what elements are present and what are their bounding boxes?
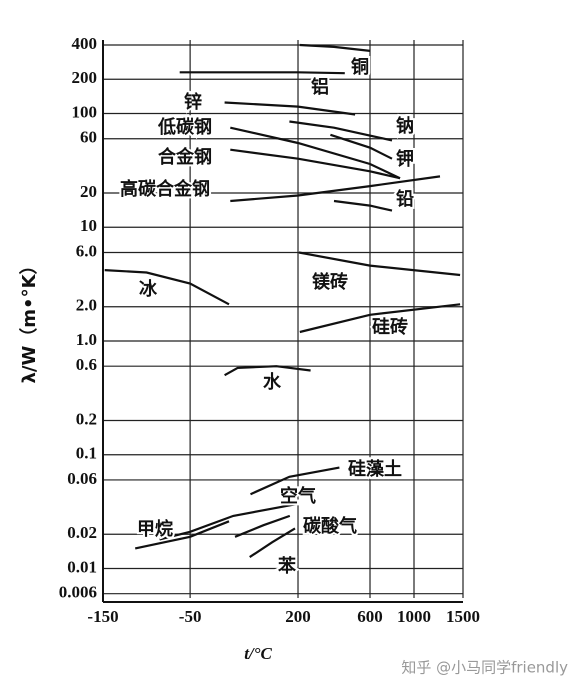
y-tick-label: 0.02 <box>67 523 97 542</box>
line <box>104 269 230 306</box>
series-label: 硅藻土 <box>348 458 402 480</box>
line <box>230 126 401 180</box>
line <box>289 120 393 142</box>
x-tick-label: 600 <box>357 607 383 626</box>
line <box>299 43 371 52</box>
series-label: 钠 <box>396 116 414 137</box>
series-label: 空气 <box>280 485 316 507</box>
series-label: 苯 <box>277 555 297 577</box>
series-label: 碳酸气 <box>303 515 357 537</box>
y-tick-label: 400 <box>72 34 98 53</box>
y-tick-label: 10 <box>80 216 97 235</box>
y-tick-label: 0.6 <box>76 355 97 374</box>
x-tick-label: 200 <box>285 607 311 626</box>
y-tick-label: 1.0 <box>76 330 97 349</box>
series-label: 冰 <box>139 278 158 300</box>
y-tick-label: 2.0 <box>76 296 97 315</box>
series-label: 硅砖 <box>372 316 408 338</box>
y-tick-label: 0.2 <box>76 409 97 428</box>
x-axis-label: t/°C <box>244 644 272 663</box>
series-label: 合金钢 <box>158 146 212 168</box>
y-tick-label: 200 <box>72 68 98 87</box>
line <box>299 303 461 334</box>
line <box>224 101 356 116</box>
y-tick-label: 0.1 <box>76 444 97 463</box>
y-tick-label: 0.006 <box>59 583 97 602</box>
line <box>179 71 345 75</box>
x-tick-label: 1500 <box>446 607 480 626</box>
x-tick-label: 1000 <box>397 607 431 626</box>
series-label: 铜 <box>351 56 369 78</box>
line <box>159 502 299 541</box>
y-tick-label: 100 <box>72 102 98 121</box>
watermark: 知乎 @小马同学friendly <box>401 659 568 677</box>
series-label: 高碳合金钢 <box>120 178 210 200</box>
series-label: 铝 <box>311 76 329 98</box>
series-label: 镁砖 <box>312 271 348 293</box>
line <box>330 133 393 160</box>
line <box>298 251 461 277</box>
line <box>224 365 311 377</box>
line <box>134 520 230 550</box>
y-tick-label: 0.06 <box>67 469 97 488</box>
y-tick-label: 60 <box>80 128 97 147</box>
series-label: 水 <box>263 371 282 393</box>
series-label: 钾 <box>396 148 414 170</box>
y-tick-label: 0.01 <box>67 557 97 576</box>
line <box>234 514 291 538</box>
y-tick-label: 20 <box>80 182 97 201</box>
series-label: 低碳钢 <box>157 116 212 138</box>
y-axis-label: λ/W（m•°K） <box>19 256 40 383</box>
series-label: 甲烷 <box>137 518 173 540</box>
line <box>250 466 340 496</box>
series-label: 铅 <box>396 188 414 210</box>
y-tick-label: 6.0 <box>76 241 97 260</box>
line <box>230 148 401 180</box>
line <box>333 199 393 212</box>
line <box>249 527 296 559</box>
line <box>230 175 441 203</box>
x-tick-label: -150 <box>87 607 118 626</box>
series-label: 锌 <box>184 91 202 113</box>
x-tick-label: -50 <box>179 607 202 626</box>
